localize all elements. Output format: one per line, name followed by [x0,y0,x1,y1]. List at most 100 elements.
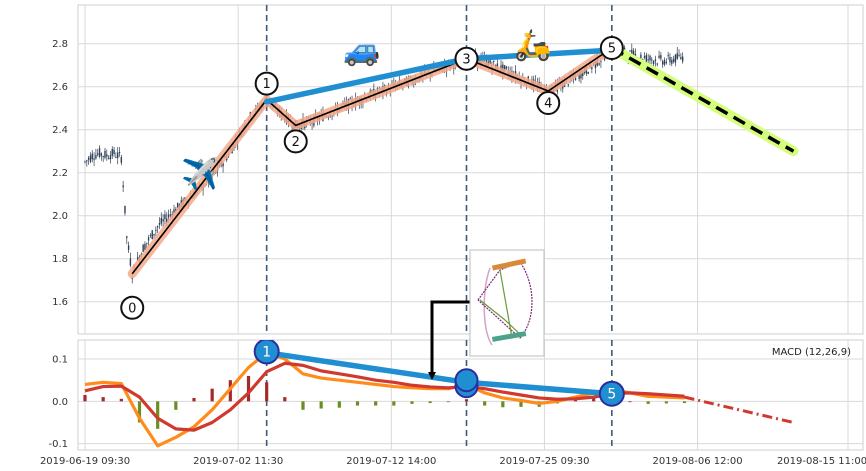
macd-y-tick-label: 0.0 [52,397,68,408]
macd-bar [483,401,487,406]
candle-body [669,57,671,63]
macd-bar [301,401,305,410]
candle-body [93,158,95,160]
wave-label-circle [254,71,279,96]
candle-body [98,148,101,157]
candle-body [678,54,680,56]
candle-body [652,61,655,64]
candle-body [600,60,602,62]
macd-wave-marker [598,380,625,407]
macd-bar [355,401,360,406]
macd-bar [246,375,251,402]
candle-body [649,55,651,61]
candle-body [349,98,351,100]
price-y-tick-label: 2.6 [52,82,68,93]
candle-body [115,156,117,158]
candle-body [126,236,128,238]
macd-bar [682,401,687,404]
price-y-tick-label: 2.2 [52,168,68,179]
macd-bar [501,401,505,408]
macd-bar [210,388,214,402]
inset-connector [430,300,470,375]
price-y-tick-label: 2.0 [52,211,68,222]
candle-body [162,219,164,222]
macd-bar [664,401,668,404]
candle-body [567,84,569,86]
x-tick-label: 2019-07-12 14:00 [346,456,436,467]
candle-body [109,155,112,160]
wave-label-text: 5 [608,42,616,57]
macd-bar [83,395,87,402]
macd-wave-marker-label: 5 [607,387,616,403]
candle-body [158,223,161,225]
macd-y-tick-label: -0.1 [48,439,68,450]
macd-bar [646,401,650,404]
price-y-tick-label: 2.8 [52,39,68,50]
candle-body [111,149,113,156]
candle-body [104,150,106,158]
candle-body [660,55,662,59]
macd-bar [464,399,469,402]
forecast-line [606,43,799,157]
macd-bar [101,397,105,402]
candle-body [662,61,664,65]
x-tick-label: 2019-07-02 11:30 [193,456,283,467]
macd-bar [628,401,632,403]
candle-body [629,50,631,52]
wave-label-text: 2 [292,135,300,150]
candle-body [680,57,682,59]
candle-body [631,49,633,57]
candle-body [166,218,168,223]
candle-body [95,155,97,159]
candle-body [676,53,678,59]
macd-bar [446,401,450,403]
macd-wave-marker-label: 1 [262,344,271,360]
candle-body [120,157,123,163]
macd-bar [337,401,341,408]
wave-label-text: 1 [263,77,271,92]
macd-title: MACD (12,26,9) [772,347,851,358]
macd-bar [174,401,178,410]
macd-bar [137,401,142,423]
candle-body [136,257,139,261]
candle-body [582,71,584,77]
inset-thumbnail [430,249,545,375]
candle-body [503,65,506,71]
wave-label-text: 0 [128,301,136,316]
candle-body [493,60,495,62]
candle-body [153,233,155,236]
candle-body [160,218,162,224]
candle-body [587,71,589,74]
inset-arrow-head [428,372,436,380]
candle-body [84,161,86,163]
wave-path [127,43,617,279]
candle-body [658,55,660,58]
candle-body [86,160,88,162]
candle-body [643,56,646,58]
candle-body [156,226,159,228]
candle-body [176,202,179,208]
wave-labels: 0 1 2 3 4 5 [120,36,624,320]
macd-series-line [84,361,685,432]
wave-path-line [131,47,613,275]
candle-body [663,59,666,65]
candle-body [97,153,99,155]
macd-bar [265,382,269,402]
macd-bar [410,401,414,404]
candle-body [91,153,93,160]
candle-body [127,245,130,250]
candle-body [144,243,146,250]
price-y-ticks: 1.6 1.8 2.0 2.2 2.4 2.6 2.8 [52,39,68,308]
candle-body [591,67,593,70]
macd-series-line [84,351,685,448]
forecast-dash [610,46,795,153]
macd-bar [519,401,523,407]
candle-body [155,229,157,231]
macd-bar [374,401,378,406]
candle-body [578,73,580,80]
candle-body [640,54,642,58]
candle-body [681,56,684,62]
macd-y-ticks: -0.1 0.0 0.1 [48,355,68,451]
inset-bar-top [491,258,527,271]
